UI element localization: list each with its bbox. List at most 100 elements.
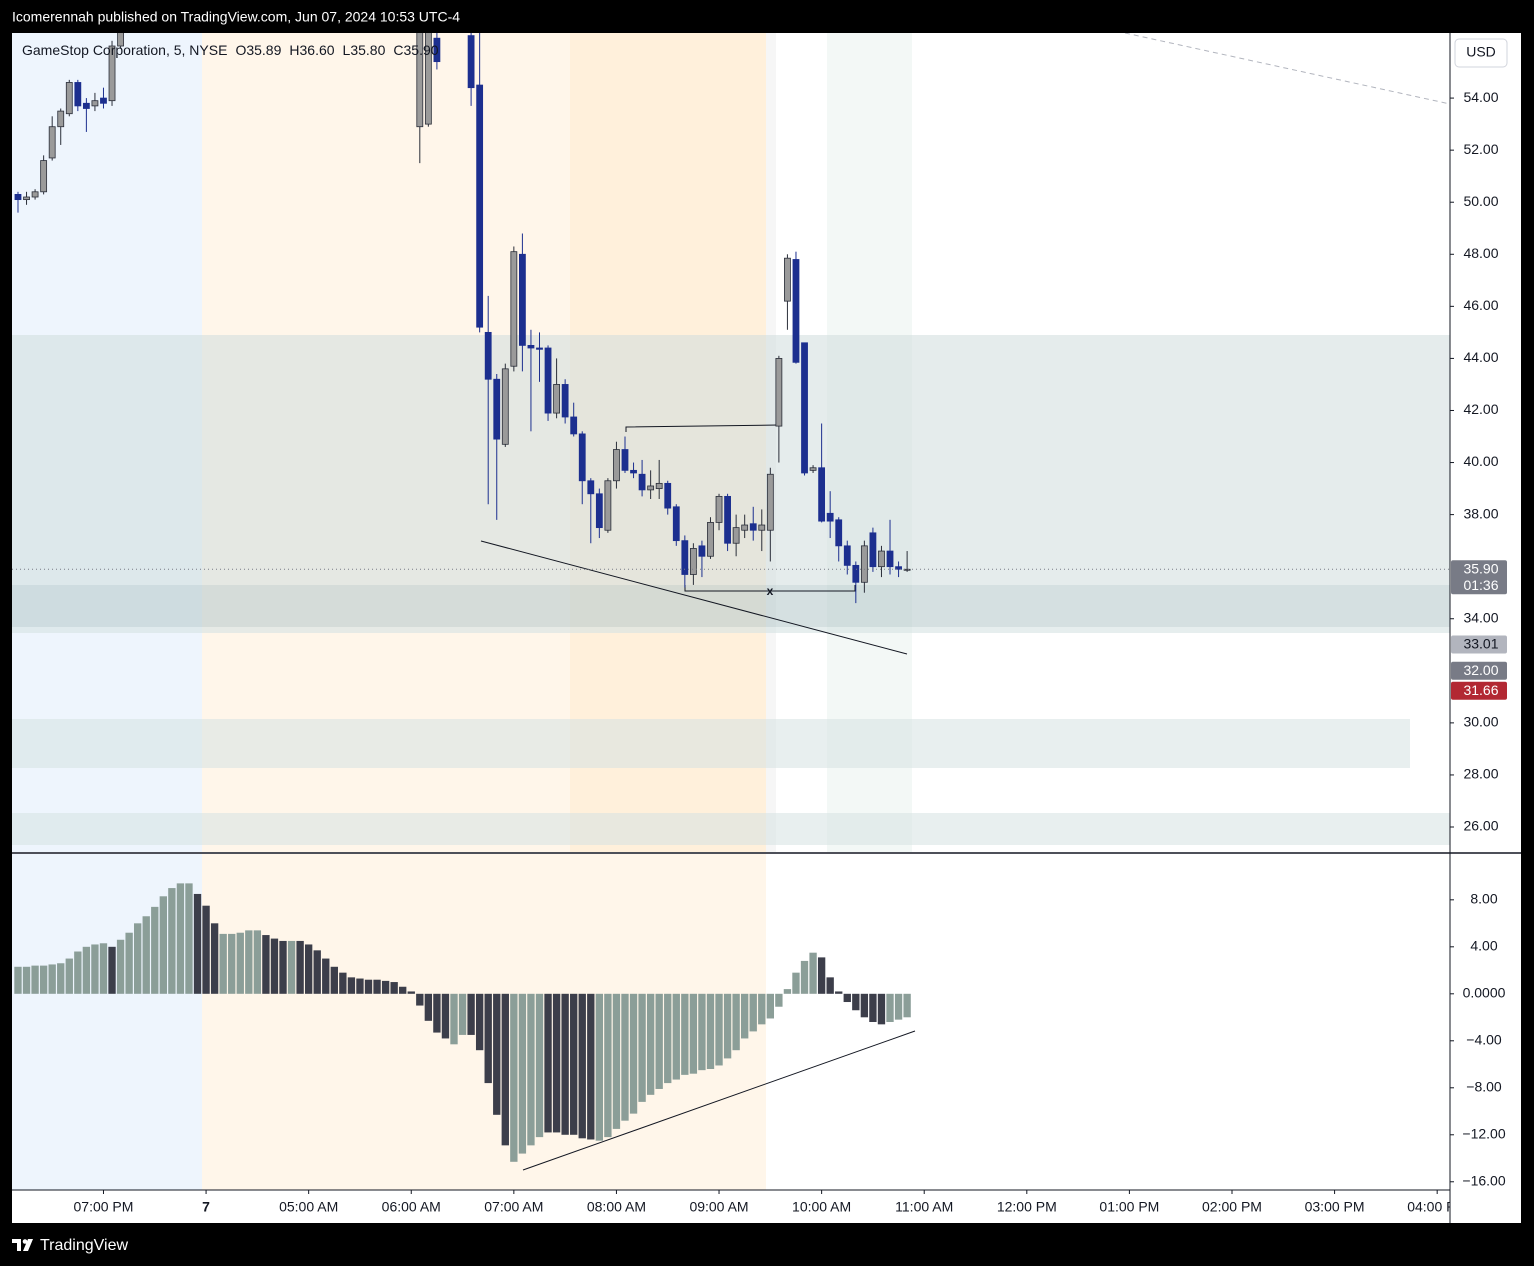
candle-body <box>65 82 73 115</box>
histogram-bar <box>475 993 484 1051</box>
legend-value: 35.80 <box>350 42 385 58</box>
price-marker-label: 33.01 <box>1463 636 1498 652</box>
candle-body <box>595 493 603 529</box>
price-backgrounds <box>12 33 1450 852</box>
histogram-bar <box>501 993 509 1146</box>
candle-body <box>91 100 99 107</box>
histogram-bar <box>193 893 202 994</box>
histogram-bar <box>287 940 296 994</box>
y-tick-label: 48.00 <box>1463 245 1498 261</box>
legend-value: 35.89 <box>246 42 281 58</box>
histogram-bar <box>151 906 159 994</box>
candle-body <box>536 347 543 350</box>
histogram-bar <box>339 972 347 994</box>
histogram-bar <box>262 935 270 994</box>
histogram-bar <box>390 982 398 994</box>
histogram-bar <box>792 972 800 994</box>
y-tick-label: 26.00 <box>1463 818 1498 834</box>
x-tick-label: 02:00 PM <box>1202 1199 1262 1215</box>
y-tick-label: −16.00 <box>1462 1172 1505 1188</box>
candle-body <box>801 342 808 474</box>
currency[interactable]: USD <box>1466 44 1496 60</box>
candle-body <box>117 33 124 47</box>
histogram-bar <box>621 993 629 1121</box>
y-tick-label: 40.00 <box>1463 453 1498 469</box>
histogram-bar <box>826 977 834 994</box>
currency-button[interactable] <box>1454 38 1508 68</box>
level-line <box>625 424 780 432</box>
candle-body <box>74 82 82 107</box>
histogram-bar <box>664 993 672 1084</box>
candle-body <box>903 568 911 571</box>
candle-body <box>878 550 885 568</box>
y-tick-label: −8.00 <box>1466 1078 1502 1094</box>
histogram-bar <box>749 993 757 1032</box>
candle-body <box>809 467 817 471</box>
histogram-bar <box>22 966 31 994</box>
x-tick-label: 10:00 AM <box>792 1199 851 1215</box>
y-tick-label: 0.0000 <box>1463 985 1506 1001</box>
histogram-bar <box>228 933 236 994</box>
candle-body <box>587 480 595 495</box>
histogram-bar <box>134 923 142 994</box>
price-marker <box>1451 560 1507 595</box>
histogram-bar <box>638 993 646 1102</box>
histogram-bar <box>535 993 544 1138</box>
histogram-bar <box>219 933 227 994</box>
histogram-bar <box>373 979 381 994</box>
histogram-bar <box>518 993 527 1154</box>
histogram-bar <box>424 993 433 1021</box>
price-marker <box>1451 681 1507 700</box>
histogram-bar <box>245 930 253 994</box>
histogram-bar <box>886 993 894 1022</box>
countdown: 01:36 <box>1463 577 1498 593</box>
candle-body <box>886 550 894 568</box>
histogram-bar <box>544 993 552 1133</box>
y-tick-label: 50.00 <box>1463 193 1498 209</box>
histogram-bar <box>894 993 903 1020</box>
y-tick-label: 42.00 <box>1463 401 1498 417</box>
candle-body <box>578 433 586 482</box>
histogram-bar <box>322 958 330 994</box>
histogram-bar <box>595 993 604 1141</box>
legend-value: 36.60 <box>300 42 335 58</box>
histogram-bar <box>270 938 279 994</box>
zone <box>12 627 1450 633</box>
legend-key: L <box>343 42 351 58</box>
y-tick-label: 34.00 <box>1463 609 1498 625</box>
candle-body <box>724 495 731 544</box>
x-tick-label: 08:00 AM <box>587 1199 646 1215</box>
candle-body <box>655 482 663 489</box>
histogram-bar <box>416 993 424 1006</box>
histogram-bar <box>125 932 133 994</box>
histogram-bar <box>74 951 82 994</box>
histogram-bar <box>612 993 621 1129</box>
legend-value: 35.90 <box>404 42 439 58</box>
histogram-bar <box>758 993 766 1025</box>
x-tick-label: 11:00 AM <box>895 1199 953 1215</box>
zone <box>12 585 1450 627</box>
histogram-bar <box>527 993 535 1146</box>
candle-body <box>527 344 535 349</box>
candle-body <box>553 384 560 414</box>
x-tick-label: 12:00 PM <box>997 1199 1057 1215</box>
histogram-bar <box>877 993 886 1025</box>
candle-body <box>23 196 30 201</box>
histogram-bar <box>783 989 792 994</box>
histogram-bar <box>381 980 390 994</box>
candle-body <box>758 524 766 531</box>
histogram-bar <box>330 966 338 994</box>
histogram-bar <box>407 991 415 994</box>
candle-body <box>621 449 629 471</box>
y-tick-label: 52.00 <box>1463 141 1498 157</box>
histogram-bar <box>279 940 287 994</box>
candle-body <box>672 506 680 542</box>
zone <box>12 335 1450 585</box>
histogram-bar <box>835 991 843 994</box>
histogram-bar <box>817 957 826 994</box>
y-tick-label: 46.00 <box>1463 297 1498 313</box>
candle-body <box>476 84 484 328</box>
y-tick-label: −4.00 <box>1466 1032 1502 1048</box>
candle-body <box>100 97 107 104</box>
histogram-bar <box>843 993 851 1003</box>
